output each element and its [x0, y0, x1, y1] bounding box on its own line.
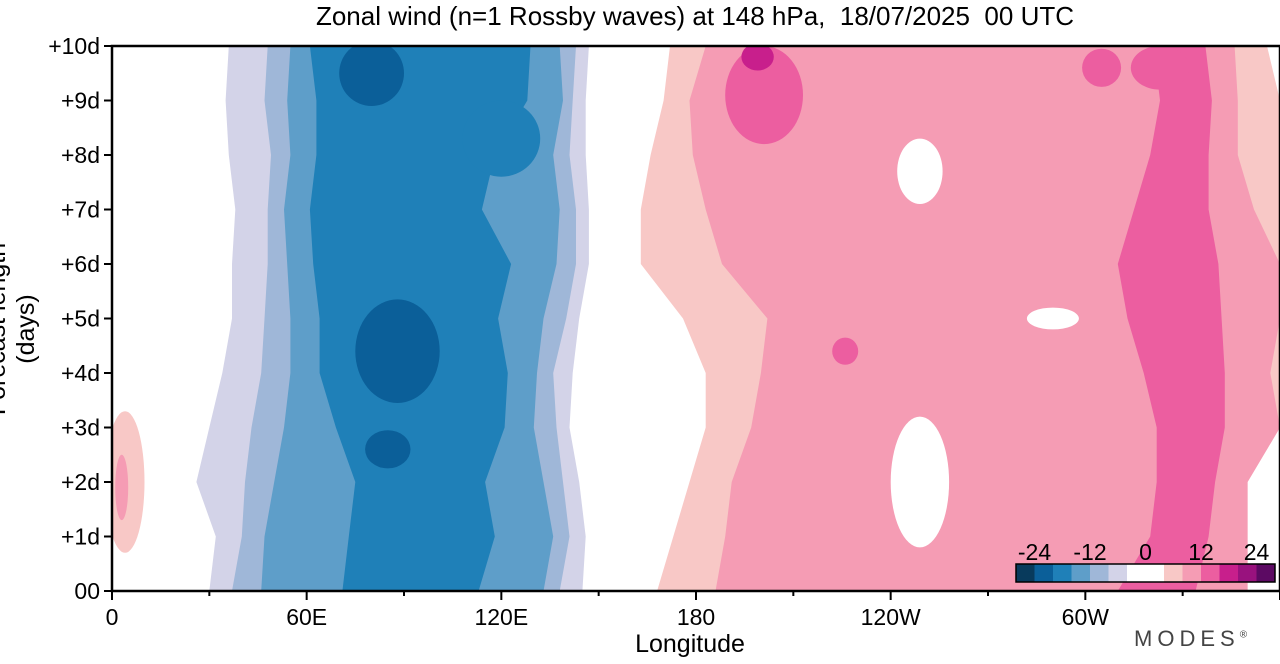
- y-tick-label: 00: [74, 578, 100, 604]
- contour-blob-16: [1020, 481, 1099, 570]
- y-tick-label: +5d: [61, 306, 100, 332]
- colorbar-label: 12: [1188, 539, 1214, 565]
- colorbar-frame: [1015, 563, 1276, 583]
- contour-blob-8: [1026, 307, 1079, 330]
- contour-blob-2: [339, 46, 404, 106]
- y-tick-label: +4d: [61, 360, 100, 386]
- colorbar-swatch: [1182, 564, 1202, 582]
- x-tick-label: 60E: [286, 604, 327, 630]
- y-tick-label: +8d: [61, 142, 100, 168]
- colorbar: -24 -12 0 12 24: [1015, 539, 1276, 583]
- y-tick-label: +9d: [61, 88, 100, 114]
- contour-blob-14: [1082, 48, 1122, 87]
- contour-band-6: [1117, 46, 1225, 591]
- contour-blob-1: [365, 430, 411, 469]
- colorbar-swatch: [1053, 564, 1072, 582]
- colorbar-swatch: [1034, 564, 1054, 582]
- colorbar-swatch: [1108, 564, 1128, 582]
- colorbar-swatch: [1071, 564, 1091, 582]
- contour-blob-17: [874, 193, 901, 216]
- brand-logo: MODES®: [1134, 626, 1248, 651]
- colorbar-label: -12: [1073, 539, 1106, 565]
- y-tick-label: +1d: [61, 524, 100, 550]
- contour-blob-11: [832, 337, 859, 365]
- contour-blob-0: [355, 299, 440, 404]
- plot-area: [112, 46, 1280, 591]
- contour-blob-18: [971, 228, 992, 245]
- colorbar-swatch: [1164, 564, 1183, 582]
- colorbar-swatch: [1256, 564, 1276, 582]
- x-tick-label: 60W: [1062, 604, 1110, 630]
- contour-blob-9: [822, 269, 914, 379]
- x-tick-label: 180: [677, 604, 715, 630]
- y-tick-label: +2d: [61, 469, 100, 495]
- colorbar-swatch: [1145, 564, 1165, 582]
- chart-title: Zonal wind (n=1 Rossby waves) at 148 hPa…: [315, 1, 1075, 31]
- x-tick-label: 0: [106, 604, 119, 630]
- contour-blob-13: [741, 46, 774, 71]
- y-tick-label: +6d: [61, 251, 100, 277]
- contour-band-5: [689, 46, 1280, 591]
- colorbar-swatch: [1219, 564, 1239, 582]
- colorbar-label: 0: [1139, 539, 1152, 565]
- x-tick-label: 120W: [861, 604, 921, 630]
- contour-blob-6: [897, 138, 943, 204]
- colorbar-label: -24: [1018, 539, 1051, 565]
- colorbar-swatch: [1127, 564, 1146, 582]
- contour-blob-12: [725, 46, 803, 145]
- brand-text: MODES: [1134, 626, 1240, 651]
- contour-blob-15: [1130, 46, 1190, 90]
- x-axis-label: Longitude: [635, 630, 745, 658]
- contour-blob-5: [115, 454, 129, 521]
- x-tick-label: 120E: [474, 604, 528, 630]
- y-tick-label: +10d: [48, 33, 100, 59]
- contour-blob-7: [890, 416, 950, 548]
- colorbar-swatch: [1090, 564, 1109, 582]
- y-tick-label: +3d: [61, 415, 100, 441]
- y-tick-label: +7d: [61, 197, 100, 223]
- colorbar-label: 24: [1244, 539, 1270, 565]
- colorbar-swatch: [1238, 564, 1257, 582]
- colorbar-swatch: [1016, 564, 1035, 582]
- colorbar-swatch: [1201, 564, 1220, 582]
- contour-blob-3: [462, 100, 541, 177]
